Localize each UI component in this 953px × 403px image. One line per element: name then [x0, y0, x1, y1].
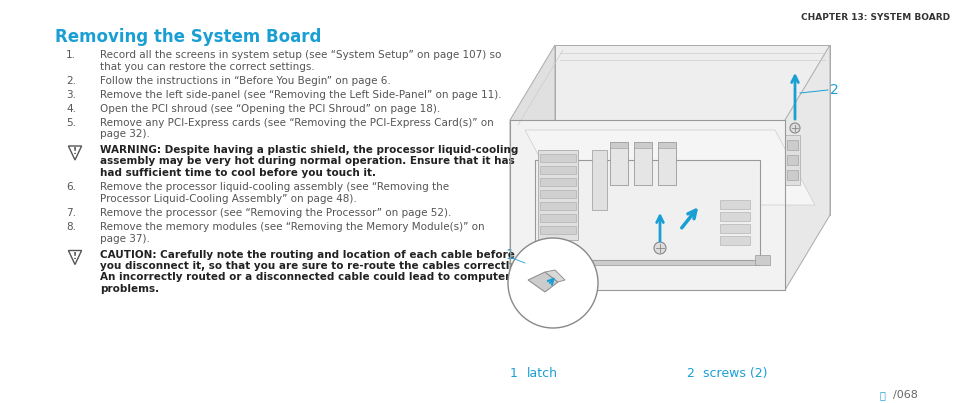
Polygon shape	[527, 272, 558, 292]
Circle shape	[789, 123, 800, 133]
Text: problems.: problems.	[100, 284, 159, 294]
Text: Remove the left side-panel (see “Removing the Left Side-Panel” on page 11).: Remove the left side-panel (see “Removin…	[100, 89, 501, 100]
Text: 1: 1	[504, 248, 514, 262]
Text: An incorrectly routed or a disconnected cable could lead to computer: An incorrectly routed or a disconnected …	[100, 272, 510, 283]
Polygon shape	[658, 142, 676, 185]
Polygon shape	[555, 45, 829, 215]
Polygon shape	[609, 142, 627, 185]
Text: 5.: 5.	[66, 118, 76, 127]
Text: Remove the processor (see “Removing the Processor” on page 52).: Remove the processor (see “Removing the …	[100, 208, 451, 218]
Polygon shape	[784, 135, 800, 185]
Polygon shape	[634, 142, 651, 148]
Polygon shape	[786, 140, 797, 150]
Polygon shape	[784, 45, 829, 290]
Text: assembly may be very hot during normal operation. Ensure that it has: assembly may be very hot during normal o…	[100, 156, 515, 166]
Text: /068: /068	[892, 390, 917, 400]
Polygon shape	[592, 150, 606, 210]
Text: 8.: 8.	[66, 222, 76, 232]
Text: 1: 1	[510, 367, 517, 380]
Polygon shape	[754, 255, 769, 265]
Polygon shape	[720, 224, 749, 233]
Text: Removing the System Board: Removing the System Board	[55, 28, 321, 46]
Polygon shape	[537, 150, 578, 240]
Text: CHAPTER 13: SYSTEM BOARD: CHAPTER 13: SYSTEM BOARD	[800, 13, 949, 22]
Text: had sufficient time to cool before you touch it.: had sufficient time to cool before you t…	[100, 168, 375, 178]
Polygon shape	[720, 236, 749, 245]
Polygon shape	[535, 160, 760, 260]
Polygon shape	[535, 260, 760, 265]
Text: 6.: 6.	[66, 183, 76, 193]
Polygon shape	[634, 142, 651, 185]
Polygon shape	[539, 154, 576, 162]
Text: latch: latch	[526, 367, 558, 380]
Text: 2: 2	[685, 367, 693, 380]
Polygon shape	[539, 166, 576, 174]
Polygon shape	[510, 45, 555, 290]
Text: Follow the instructions in “Before You Begin” on page 6.: Follow the instructions in “Before You B…	[100, 75, 391, 85]
Polygon shape	[539, 202, 576, 210]
Text: you disconnect it, so that you are sure to re-route the cables correctly.: you disconnect it, so that you are sure …	[100, 261, 518, 271]
Polygon shape	[539, 226, 576, 234]
Text: !: !	[72, 252, 77, 261]
Polygon shape	[524, 130, 814, 205]
Polygon shape	[539, 214, 576, 222]
Text: WARNING: Despite having a plastic shield, the processor liquid-cooling: WARNING: Despite having a plastic shield…	[100, 145, 517, 155]
Polygon shape	[720, 200, 749, 209]
Text: Remove the processor liquid-cooling assembly (see “Removing the
Processor Liquid: Remove the processor liquid-cooling asse…	[100, 183, 449, 204]
Text: ⧉: ⧉	[879, 390, 885, 400]
Text: 2: 2	[829, 83, 838, 97]
Polygon shape	[658, 142, 676, 148]
Polygon shape	[609, 142, 627, 148]
Polygon shape	[720, 212, 749, 221]
Polygon shape	[539, 178, 576, 186]
Text: CAUTION: Carefully note the routing and location of each cable before: CAUTION: Carefully note the routing and …	[100, 249, 515, 260]
Polygon shape	[510, 120, 784, 290]
Polygon shape	[786, 155, 797, 165]
Text: Remove any PCI-Express cards (see “Removing the PCI-Express Card(s)” on
page 32): Remove any PCI-Express cards (see “Remov…	[100, 118, 494, 139]
Text: 1.: 1.	[66, 50, 76, 60]
Text: screws (2): screws (2)	[702, 367, 767, 380]
Circle shape	[507, 238, 598, 328]
Text: 7.: 7.	[66, 208, 76, 218]
Text: Remove the memory modules (see “Removing the Memory Module(s)” on
page 37).: Remove the memory modules (see “Removing…	[100, 222, 484, 243]
Text: 3.: 3.	[66, 89, 76, 100]
Text: 2.: 2.	[66, 75, 76, 85]
Text: !: !	[72, 147, 77, 156]
Circle shape	[654, 242, 665, 254]
Text: Open the PCI shroud (see “Opening the PCI Shroud” on page 18).: Open the PCI shroud (see “Opening the PC…	[100, 104, 439, 114]
Polygon shape	[539, 190, 576, 198]
Text: Record all the screens in system setup (see “System Setup” on page 107) so
that : Record all the screens in system setup (…	[100, 50, 501, 72]
Text: 4.: 4.	[66, 104, 76, 114]
Polygon shape	[786, 170, 797, 180]
Polygon shape	[544, 270, 564, 282]
